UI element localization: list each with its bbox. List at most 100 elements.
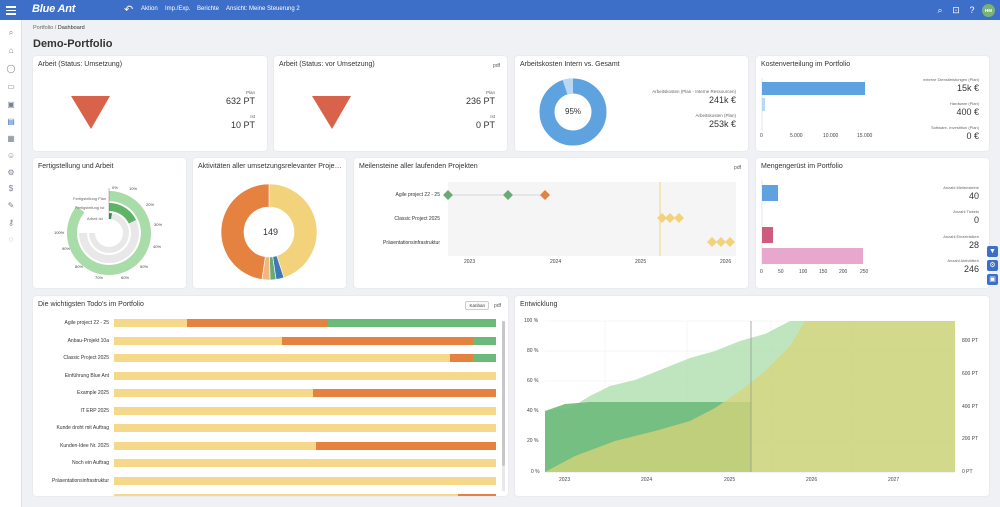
todo-row[interactable]: Anbau-Projekt 10a: [36, 336, 496, 346]
count-label-aktivitaeten: Anzahl Aktivitäten: [947, 258, 979, 263]
card-title: Meilensteine aller laufenden Projekten: [359, 163, 478, 170]
todo-row[interactable]: Example 2025: [36, 389, 496, 398]
milestone: [716, 237, 726, 247]
x-tick: 150: [819, 269, 828, 275]
inbox-icon[interactable]: ▦: [7, 134, 15, 143]
floating-actions: ▼ ⚙ ▣: [987, 246, 998, 288]
y-tick-left: 0 %: [531, 469, 540, 475]
y-tick-right: 0 PT: [962, 469, 973, 475]
nav-aktion[interactable]: Aktion: [141, 6, 158, 12]
legend-arbeit-ist: Arbeit Ist: [87, 216, 103, 221]
todo-row[interactable]: Classic Project 2025: [36, 354, 496, 363]
count-value-meilensteine: 40: [968, 191, 979, 201]
todo-row[interactable]: Kunden-Idee Nr. 2025: [36, 441, 496, 451]
milestone-project: Präsentationsinfrastruktur: [383, 240, 440, 246]
chat-icon[interactable]: ◌: [8, 235, 14, 244]
monitor-icon[interactable]: ▣: [7, 100, 15, 109]
pdf-button[interactable]: pdf: [734, 165, 741, 171]
pdf-button[interactable]: pdf: [494, 303, 501, 309]
meilensteine-chart: [443, 182, 736, 256]
nav-imp-exp[interactable]: Imp./Exp.: [165, 6, 191, 12]
card-meilensteine: Meilensteine aller laufenden Projekten p…: [354, 158, 748, 288]
back-icon[interactable]: ↶: [124, 4, 134, 16]
todo-project-name: Classic Project 2025: [63, 355, 109, 361]
breadcrumb-separator: /: [54, 25, 57, 31]
key-icon[interactable]: ⚷: [8, 218, 14, 227]
home-icon[interactable]: ⌂: [8, 46, 14, 55]
card-todos: Die wichtigsten Todo's im Portfolio Kanb…: [33, 296, 508, 496]
ring-tick: 30%: [154, 222, 163, 227]
user-icon[interactable]: ◯: [6, 64, 16, 73]
card-arbeit-umsetzung: Arbeit (Status: Umsetzung) Plan 632 PT I…: [33, 56, 267, 151]
entwicklung-chart: [545, 320, 955, 473]
tool-icon[interactable]: ✎: [7, 201, 15, 210]
money-icon[interactable]: $: [8, 184, 14, 193]
todo-project-name: Agile project 22 - 25: [64, 320, 109, 326]
ist-value: 0 PT: [475, 120, 495, 130]
kostenverteilung-chart: [761, 78, 865, 131]
todo-project-name: Kunden-Idee Nr. 2025: [60, 442, 109, 449]
x-tick: 2026: [806, 477, 818, 483]
todo-project-name: Example 2025: [77, 390, 109, 396]
help-icon[interactable]: ?: [969, 5, 975, 15]
donut-external: [562, 78, 574, 95]
card-title: Mengengerüst im Portfolio: [761, 163, 843, 170]
donut-segment[interactable]: [220, 183, 270, 280]
todo-row[interactable]: Einführung Blue Ant: [36, 371, 496, 381]
scrollbar[interactable]: [502, 321, 505, 491]
filter-icon[interactable]: ▼: [987, 246, 998, 257]
kosten-value-1: 241k €: [708, 95, 736, 105]
top-bar: Blue Ant ↶ Aktion Imp./Exp. Berichte Ans…: [0, 0, 1000, 20]
count-label-meilensteine: Anzahl Meilensteine: [943, 185, 979, 190]
y-tick-left: 20 %: [527, 438, 539, 444]
card-entwicklung: Entwicklung 100 % 80 % 60 % 40 % 20 % 0 …: [515, 296, 989, 496]
donut-segment[interactable]: [268, 183, 318, 278]
milestone: [665, 213, 675, 223]
portfolio-icon[interactable]: ▤: [7, 117, 15, 126]
kanban-button[interactable]: Kanban: [465, 301, 489, 310]
ring-arbeit-ist: [109, 212, 112, 220]
search-icon[interactable]: ⌕: [937, 5, 943, 15]
team-icon[interactable]: ☺: [6, 151, 16, 160]
x-tick: 250: [860, 269, 869, 275]
pdf-button[interactable]: pdf: [493, 63, 500, 69]
todo-segment: [114, 494, 458, 496]
x-tick: 2023: [559, 477, 571, 483]
todo-row[interactable]: Agile project 22 - 25: [36, 319, 496, 328]
todo-row[interactable]: Kunde droht mit Auftrag: [36, 424, 496, 433]
bookmark-icon[interactable]: ⊡: [952, 5, 960, 15]
y-tick-right: 800 PT: [962, 338, 979, 344]
search-icon[interactable]: ⌕: [8, 28, 14, 37]
avatar[interactable]: HM: [982, 4, 995, 17]
card-title: Kostenverteilung im Portfolio: [761, 61, 851, 68]
x-tick: 5.000: [790, 133, 803, 139]
todo-row[interactable]: [36, 494, 496, 496]
folder-icon[interactable]: ▭: [7, 82, 15, 91]
nav-berichte[interactable]: Berichte: [197, 6, 220, 12]
todo-segment: [114, 336, 283, 345]
x-tick: 2024: [641, 477, 653, 483]
ring-tick: 20%: [146, 202, 155, 207]
card-aktivitaeten: Aktivitäten aller umsetzungsrelevanter P…: [193, 158, 346, 288]
card-title: Aktivitäten aller umsetzungsrelevanter P…: [198, 163, 342, 170]
settings-icon[interactable]: ⚙: [987, 260, 998, 271]
scrollbar-thumb[interactable]: [502, 321, 505, 466]
ring-tick: 80%: [75, 264, 84, 269]
count-label-tickets: Anzahl Tickets: [953, 209, 979, 214]
nav-ansicht[interactable]: Ansicht: Meine Steuerung 2: [226, 6, 300, 12]
save-icon[interactable]: ▣: [987, 274, 998, 285]
breadcrumb-root[interactable]: Portfolio: [33, 25, 54, 31]
page-title: Demo-Portfolio: [33, 38, 113, 50]
settings-icon[interactable]: ⚙: [7, 168, 15, 177]
card-arbeitskosten: Arbeitskosten Intern vs. Gesamt 95% Arbe…: [515, 56, 748, 151]
ist-value: 10 PT: [230, 120, 255, 130]
todo-row[interactable]: Präsentationsinfrastruktur: [36, 476, 496, 486]
ring-tick: 10%: [129, 186, 138, 191]
menu-icon[interactable]: [6, 4, 16, 16]
app-logo[interactable]: Blue Ant: [32, 3, 76, 15]
x-tick: 2025: [635, 259, 647, 265]
todo-row[interactable]: Noch ein Auftrag: [36, 459, 496, 468]
x-tick: 0: [760, 133, 763, 139]
todo-row[interactable]: IT ERP 2025: [36, 406, 496, 416]
todo-segment: [114, 406, 496, 415]
